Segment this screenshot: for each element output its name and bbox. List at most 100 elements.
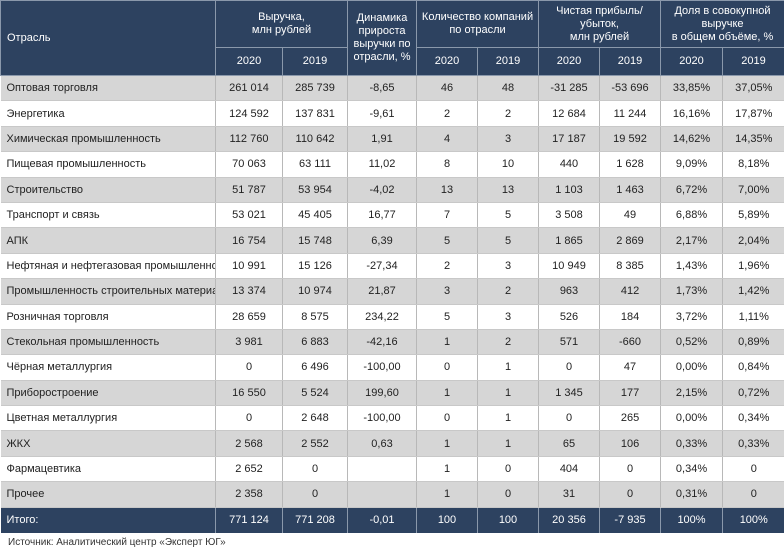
- value-cell: 0: [416, 354, 478, 381]
- value-cell: 6,39: [347, 227, 417, 254]
- value-cell: 8: [416, 151, 478, 178]
- value-cell: [347, 481, 417, 508]
- year-cell: 2019: [282, 47, 348, 76]
- value-cell: 112 760: [215, 126, 283, 153]
- value-cell: 19 592: [598, 126, 661, 153]
- table-row: Цветная металлургия 0 2 648 -100,00 0 1 0 265 0,…: [0, 405, 784, 432]
- value-cell: 16,77: [347, 202, 417, 229]
- value-cell: 234,22: [347, 304, 417, 330]
- value-cell: -100,00: [347, 354, 417, 381]
- value-cell: 285 739: [282, 75, 348, 102]
- table-row: Оптовая торговля 261 014 285 739 -8,65 46 48-…: [0, 75, 784, 102]
- value-cell: 1,43%: [660, 253, 723, 280]
- header-cell: Выручка, млн рублей: [215, 0, 348, 48]
- total-cell: 100: [477, 507, 539, 533]
- value-cell: 1,11%: [722, 304, 784, 330]
- table-row: Химическая промышленность 112 760 110 642 1…: [0, 126, 784, 153]
- value-cell: 1: [477, 405, 539, 432]
- value-cell: 16 550: [215, 380, 283, 407]
- value-cell: 45 405: [282, 202, 348, 229]
- value-cell: 15 748: [282, 227, 348, 254]
- industry-cell: Промышленность строительных материалов: [0, 278, 216, 305]
- value-cell: 2: [416, 253, 478, 280]
- value-cell: 0,84%: [722, 354, 784, 381]
- header-cell: Чистая прибыль/убыток, млн рублей: [537, 0, 662, 48]
- value-cell: 0: [598, 481, 661, 508]
- value-cell: 1,91: [347, 126, 417, 153]
- value-cell: 10: [477, 151, 539, 178]
- table-row: Строительство 51 787 53 954 -4,02 13 13 1 103 1…: [0, 177, 784, 203]
- value-cell: 12 684: [538, 100, 600, 127]
- value-cell: 2 568: [215, 430, 283, 457]
- value-cell: 1 345: [538, 380, 600, 407]
- table-header: Отрасль Выручка, млн рублей Динамика при…: [0, 0, 784, 76]
- table-row: Приборостроение 16 550 5 524 199,60 1 1 1 345 1…: [0, 380, 784, 407]
- value-cell: 11 244: [598, 100, 661, 127]
- industry-cell: АПК: [0, 227, 216, 254]
- value-cell: -8,65: [347, 75, 417, 102]
- value-cell: 15 126: [282, 253, 348, 280]
- value-cell: 5 524: [282, 380, 348, 407]
- value-cell: 1,96%: [722, 253, 784, 280]
- value-cell: 1: [416, 456, 478, 483]
- value-cell: 2 358: [215, 481, 283, 508]
- table-row: Промышленность строительных материалов 13…: [0, 278, 784, 305]
- value-cell: 17 187: [538, 126, 600, 153]
- value-cell: 0,00%: [660, 405, 723, 432]
- table-row: ЖКХ 2 568 2 552 0,63 1 1 65 106 0,33% 0,33%: [0, 430, 784, 457]
- industry-cell: Цветная металлургия: [0, 405, 216, 432]
- value-cell: 199,60: [347, 380, 417, 407]
- value-cell: 124 592: [215, 100, 283, 127]
- table-total: Итого: 771 124 771 208 -0,01 100 100 20 356 -7 …: [0, 507, 784, 533]
- value-cell: 1: [477, 380, 539, 407]
- industry-cell: Оптовая торговля: [0, 75, 216, 102]
- total-cell: 771 208: [282, 507, 348, 533]
- value-cell: 2: [477, 278, 539, 305]
- value-cell: 0: [416, 405, 478, 432]
- value-cell: 4: [416, 126, 478, 153]
- total-label: Итого:: [0, 507, 216, 533]
- value-cell: 8,18%: [722, 151, 784, 178]
- industry-cell: Розничная торговля: [0, 304, 216, 330]
- table-row: АПК 16 754 15 748 6,39 5 5 1 865 2 869 2,17% 2,04…: [0, 227, 784, 254]
- value-cell: 7: [416, 202, 478, 229]
- value-cell: 0: [598, 456, 661, 483]
- value-cell: 0: [538, 405, 600, 432]
- table-row: Нефтяная и нефтегазовая промышленность 10…: [0, 253, 784, 280]
- value-cell: 8 385: [598, 253, 661, 280]
- value-cell: 0: [215, 405, 283, 432]
- value-cell: 16 754: [215, 227, 283, 254]
- value-cell: 0: [722, 456, 784, 483]
- value-cell: 6,88%: [660, 202, 723, 229]
- value-cell: 526: [538, 304, 600, 330]
- value-cell: 1 463: [598, 177, 661, 203]
- value-cell: 571: [538, 329, 600, 356]
- value-cell: 0,63: [347, 430, 417, 457]
- total-cell: -7 935: [598, 507, 661, 533]
- value-cell: 3: [477, 253, 539, 280]
- value-cell: 3: [477, 126, 539, 153]
- year-cell: 2019: [598, 47, 662, 76]
- industry-cell: Фармацевтика: [0, 456, 216, 483]
- value-cell: 13: [416, 177, 478, 203]
- industry-cell: Энергетика: [0, 100, 216, 127]
- value-cell: 3 508: [538, 202, 600, 229]
- value-cell: 3 981: [215, 329, 283, 356]
- value-cell: 2: [416, 100, 478, 127]
- table-row: Пищевая промышленность 70 063 63 111 11,02 8…: [0, 151, 784, 178]
- value-cell: -9,61: [347, 100, 417, 127]
- value-cell: 0,34%: [660, 456, 723, 483]
- value-cell: 33,85%: [660, 75, 723, 102]
- industry-cell: ЖКХ: [0, 430, 216, 457]
- value-cell: 17,87%: [722, 100, 784, 127]
- value-cell: 106: [598, 430, 661, 457]
- value-cell: 137 831: [282, 100, 348, 127]
- year-cell: 2019: [722, 47, 784, 76]
- value-cell: 48: [477, 75, 539, 102]
- value-cell: 1: [416, 380, 478, 407]
- table-row: Транспорт и связь 53 021 45 405 16,77 7 5 3 50…: [0, 202, 784, 229]
- value-cell: 47: [598, 354, 661, 381]
- value-cell: 53 954: [282, 177, 348, 203]
- header-cell: Отрасль: [0, 0, 216, 76]
